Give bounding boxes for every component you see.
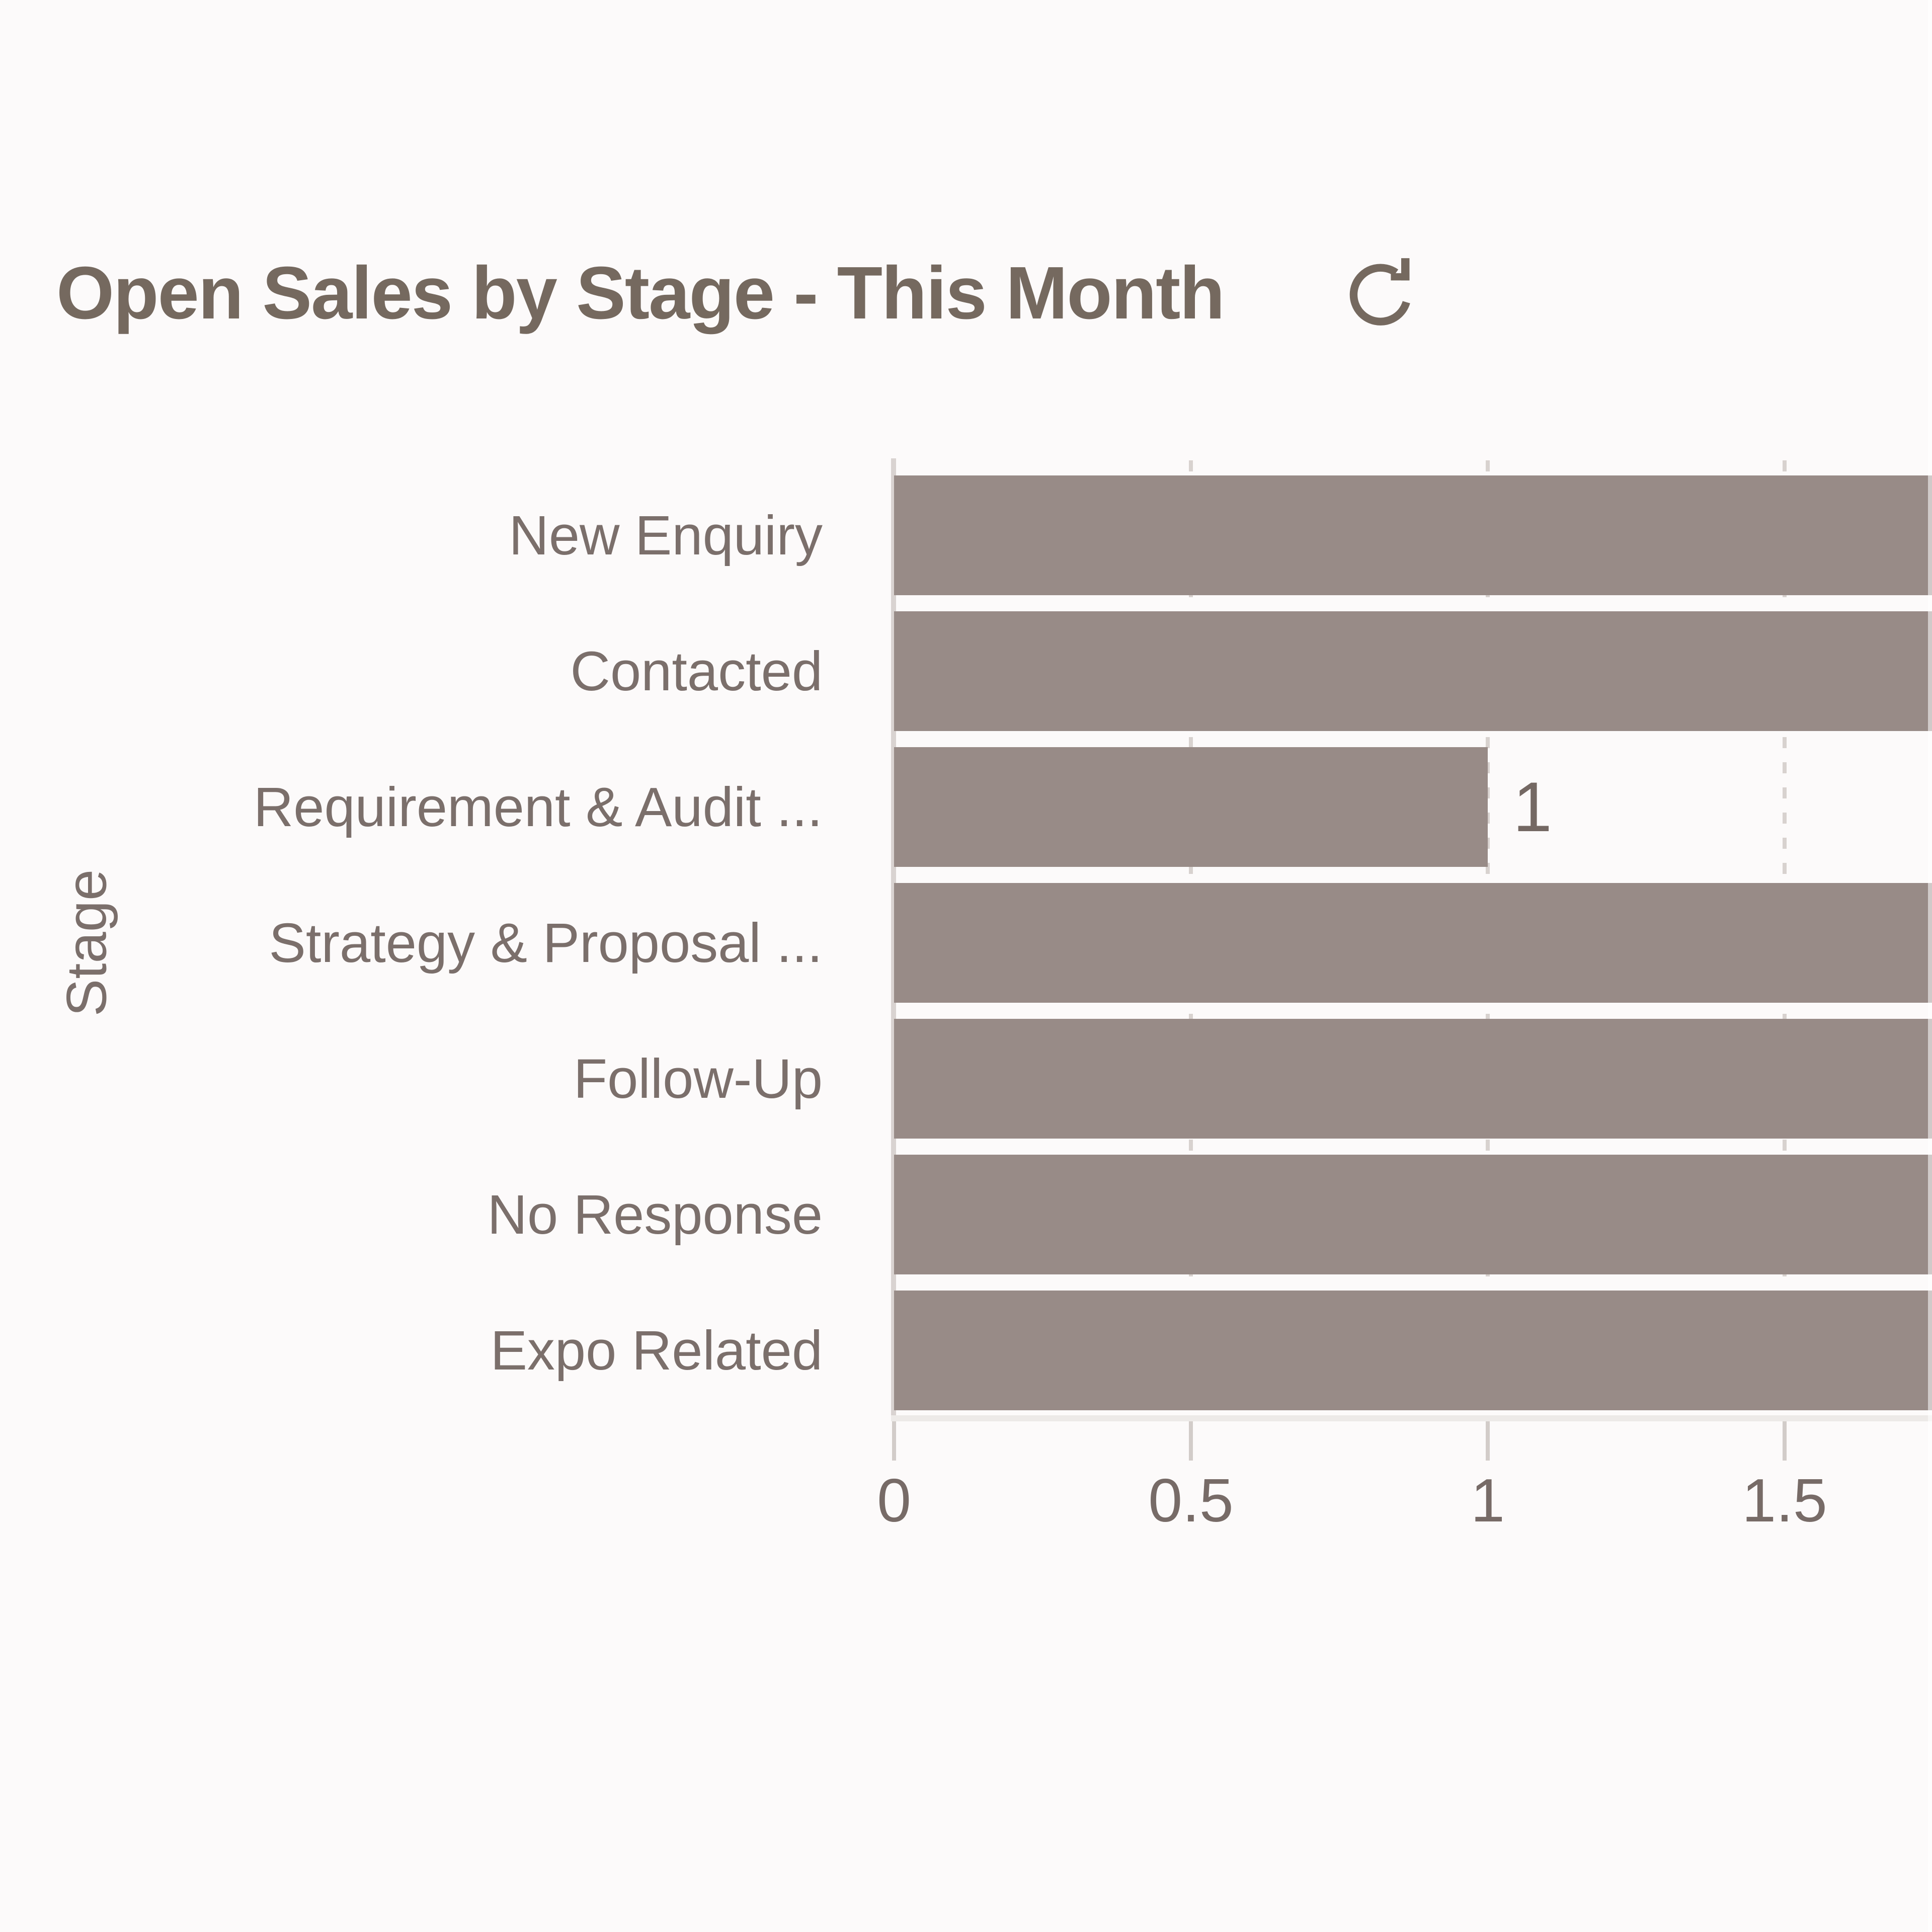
category-label: No Response	[487, 1183, 823, 1246]
category-axis: New Enquiry Contacted Requirement & Audit …	[101, 460, 823, 1416]
bar[interactable]	[894, 1291, 1932, 1410]
category-label: Requirement & Audit ...	[253, 776, 823, 838]
category-label: Contacted	[570, 640, 823, 702]
x-tick-label: 1.5	[1742, 1466, 1827, 1535]
bar[interactable]	[894, 611, 1932, 731]
plot-area: 1	[891, 458, 1932, 1421]
refresh-icon[interactable]	[1349, 256, 1417, 328]
y-axis-line	[891, 458, 896, 1417]
x-axis-line	[891, 1415, 1932, 1421]
x-tick-mark	[892, 1421, 896, 1461]
category-label: Follow-Up	[573, 1048, 823, 1110]
x-tick-mark	[1783, 1421, 1787, 1461]
x-tick-mark	[1486, 1421, 1490, 1461]
widget-right-edge	[1928, 0, 1932, 1932]
bar[interactable]	[894, 747, 1488, 867]
category-label: Strategy & Proposal ...	[269, 912, 823, 974]
bar[interactable]	[894, 1155, 1932, 1274]
chart-title: Open Sales by Stage - This Month	[56, 252, 1225, 335]
bar-value-label: 1	[1513, 767, 1552, 846]
bar[interactable]	[894, 1019, 1932, 1139]
x-tick-label: 0	[877, 1466, 911, 1535]
bar[interactable]	[894, 883, 1932, 1003]
bar[interactable]	[894, 475, 1932, 595]
category-label: New Enquiry	[509, 504, 823, 567]
x-tick-mark	[1189, 1421, 1193, 1461]
x-tick-label: 0.5	[1148, 1466, 1234, 1535]
category-label: Expo Related	[490, 1319, 823, 1382]
x-tick-label: 1	[1471, 1466, 1505, 1535]
